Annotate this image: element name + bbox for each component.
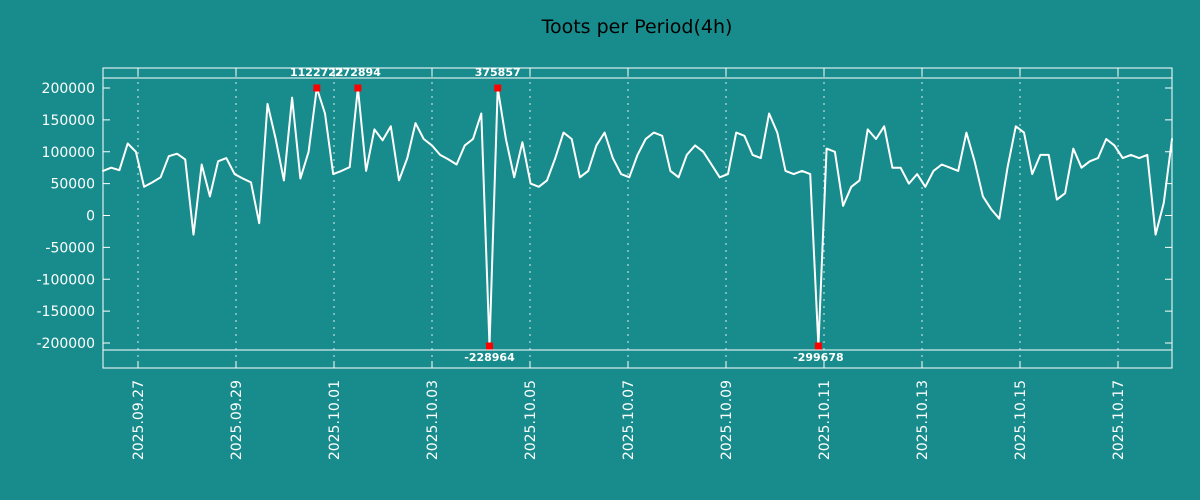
x-tick-label: 2025.10.17 bbox=[1111, 380, 1127, 460]
spike-value-label: 272894 bbox=[335, 66, 381, 79]
x-tick-label: 2025.09.29 bbox=[229, 380, 245, 460]
y-tick-label: 200000 bbox=[42, 81, 95, 97]
chart-title: Toots per Period(4h) bbox=[541, 16, 733, 38]
spike-marker bbox=[814, 342, 822, 350]
x-tick-label: 2025.10.01 bbox=[327, 380, 343, 460]
spike-marker bbox=[486, 342, 493, 350]
y-tick-label: -150000 bbox=[37, 304, 96, 320]
x-tick-label: 2025.10.07 bbox=[621, 380, 637, 460]
gridlines bbox=[137, 68, 1119, 368]
x-tick-label: 2025.09.27 bbox=[131, 380, 147, 460]
axes: 2025.09.27 2025.09.29 2025.10.01 2025.10.03… bbox=[37, 67, 1173, 460]
spike-marker bbox=[354, 84, 362, 92]
spike-marker bbox=[313, 84, 321, 92]
spike-marker bbox=[494, 84, 502, 92]
y-tick-label: 50000 bbox=[50, 177, 95, 193]
y-tick-label: -100000 bbox=[37, 272, 96, 288]
x-tick-label: 2025.10.13 bbox=[915, 380, 931, 460]
x-tick-label: 2025.10.05 bbox=[523, 380, 539, 460]
y-tick-label: 0 bbox=[86, 209, 95, 225]
series bbox=[102, 87, 1173, 347]
spike-value-label: -299678 bbox=[793, 351, 844, 364]
x-tick-label: 2025.10.09 bbox=[719, 380, 735, 460]
x-tick-label: 2025.10.03 bbox=[425, 380, 441, 460]
y-tick-label: -200000 bbox=[37, 336, 96, 352]
x-tick-label: 2025.10.15 bbox=[1013, 380, 1029, 460]
spike-value-label: 375857 bbox=[475, 66, 521, 79]
y-tick-label: 150000 bbox=[42, 113, 95, 129]
spike-value-label: -228964 bbox=[464, 351, 515, 364]
x-tick-label: 2025.10.11 bbox=[817, 380, 833, 460]
y-tick-label: -50000 bbox=[45, 240, 95, 256]
spike-value-label: 1122722 bbox=[290, 66, 344, 79]
plot-border bbox=[102, 67, 1173, 369]
y-tick-label: 100000 bbox=[42, 145, 95, 161]
series-line bbox=[102, 87, 1173, 347]
